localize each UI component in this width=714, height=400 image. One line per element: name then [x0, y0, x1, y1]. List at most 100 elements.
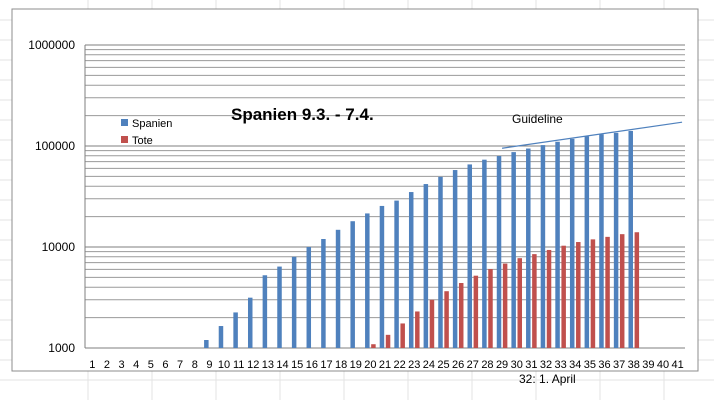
x-tick-label: 7: [177, 359, 183, 371]
x-tick-labels: 1 2 3 4 5 6 7 8 9 10 11 12 13 14 15 16 17 18 19 20 21 22 23 24 2…: [89, 359, 684, 371]
x-tick-label: 13: [262, 359, 274, 371]
guideline-annotation: Guideline: [501, 112, 683, 149]
x-annotation-label: 32: 1. April: [519, 372, 576, 386]
bar-spanien: [262, 275, 268, 348]
bar-spanien: [526, 148, 531, 348]
x-tick-label: 20: [364, 359, 376, 371]
bar-spanien: [584, 136, 590, 348]
legend-label: Tote: [132, 135, 153, 147]
x-tick-label: 5: [148, 359, 154, 371]
y-tick-label: 1000000: [28, 38, 75, 52]
bar-tote: [473, 275, 479, 348]
x-tick-label: 15: [291, 359, 303, 371]
chart-title: Spanien 9.3. - 7.4.: [231, 105, 374, 124]
bar-spanien: [321, 239, 326, 348]
x-tick-label: 18: [335, 359, 347, 371]
x-tick-label: 32: [540, 359, 552, 371]
bar-tote: [517, 258, 523, 348]
bar-tote: [634, 232, 640, 348]
bar-tote: [444, 291, 449, 348]
x-tick-label: 14: [276, 359, 288, 371]
x-tick-label: 25: [437, 359, 449, 371]
y-tick-label: 1000: [48, 341, 75, 355]
bar-spanien: [379, 205, 385, 348]
x-tick-label: 36: [598, 359, 610, 371]
x-tick-label: 17: [320, 359, 332, 371]
bar-tote: [488, 269, 493, 348]
x-tick-label: 22: [394, 359, 406, 371]
bar-spanien: [408, 192, 414, 348]
bar-spanien: [218, 326, 224, 348]
bar-spanien: [599, 134, 604, 348]
x-tick-label: 23: [408, 359, 420, 371]
bar-spanien: [233, 312, 238, 348]
bar-tote: [502, 263, 508, 348]
bar-spanien: [569, 138, 575, 348]
x-tick-label: 21: [379, 359, 391, 371]
bar-tote: [590, 239, 596, 348]
bar-spanien: [204, 340, 209, 348]
bar-tote: [415, 311, 420, 348]
bar-spanien: [467, 164, 473, 348]
bar-spanien: [247, 297, 253, 348]
bar-tote: [371, 344, 376, 348]
y-tick-label: 100000: [35, 139, 75, 153]
x-tick-label: 8: [192, 359, 198, 371]
bar-spanien: [540, 145, 546, 348]
bar-spanien: [452, 170, 458, 348]
bar-spanien: [613, 132, 619, 348]
bar-tote: [400, 323, 405, 348]
x-tick-label: 11: [233, 359, 244, 371]
bar-tote: [429, 299, 435, 348]
y-tick-label: 10000: [42, 240, 76, 254]
bar-tote: [619, 234, 625, 348]
bar-tote: [385, 334, 391, 348]
bar-spanien: [511, 152, 516, 348]
guideline-line: [501, 121, 683, 149]
x-tick-label: 33: [554, 359, 566, 371]
bar-tote: [576, 242, 581, 348]
bar-spanien: [277, 266, 282, 348]
bar-tote: [561, 245, 566, 348]
x-tick-label: 16: [306, 359, 318, 371]
chart-area: [11, 8, 699, 372]
x-tick-label: 31: [525, 359, 537, 371]
x-tick-label: 29: [496, 359, 508, 371]
bar-spanien: [423, 184, 429, 348]
bar-spanien: [394, 200, 399, 348]
gridlines: [84, 44, 685, 349]
legend-swatch-tote: [121, 136, 128, 143]
x-tick-label: 10: [218, 359, 230, 371]
bar-spanien: [350, 221, 355, 348]
x-tick-label: 3: [119, 359, 125, 371]
bar-spanien: [555, 141, 560, 348]
bar-spanien: [496, 156, 502, 348]
x-tick-label: 40: [657, 359, 669, 371]
bar-spanien: [438, 176, 443, 348]
x-tick-label: 26: [452, 359, 464, 371]
x-tick-label: 28: [481, 359, 493, 371]
bars: [204, 130, 640, 348]
x-tick-label: 9: [206, 359, 212, 371]
x-tick-label: 27: [467, 359, 479, 371]
x-tick-label: 2: [104, 359, 110, 371]
x-tick-label: 19: [350, 359, 362, 371]
x-tick-label: 30: [511, 359, 523, 371]
bar-tote: [605, 236, 610, 348]
x-tick-label: 1: [89, 359, 95, 371]
x-tick-label: 38: [628, 359, 640, 371]
legend-swatch-spanien: [121, 119, 128, 126]
x-tick-label: 24: [423, 359, 435, 371]
x-tick-label: 6: [162, 359, 168, 371]
bar-tote: [546, 249, 552, 348]
x-tick-label: 41: [672, 359, 684, 371]
bar-tote: [458, 283, 464, 348]
x-tick-label: 4: [133, 359, 139, 371]
bar-spanien: [365, 213, 370, 348]
x-tick-label: 35: [584, 359, 596, 371]
x-tick-label: 39: [642, 359, 654, 371]
bar-tote: [532, 254, 537, 348]
bar-spanien: [628, 130, 633, 348]
